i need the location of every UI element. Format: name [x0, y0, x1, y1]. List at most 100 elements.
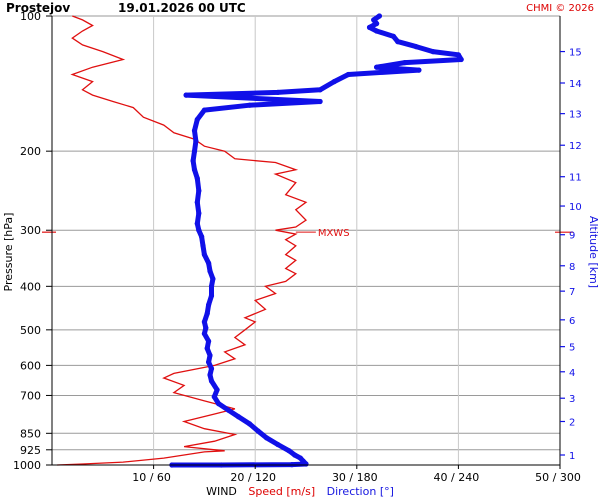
pressure-tick-label: 100	[20, 10, 41, 23]
x-axis-direction-label: Direction [°]	[327, 485, 394, 498]
direction-point	[225, 407, 231, 413]
direction-point	[194, 199, 200, 205]
direction-point	[203, 325, 209, 331]
direction-point	[374, 64, 380, 70]
direction-point	[206, 359, 212, 365]
direction-series	[169, 13, 464, 468]
direction-point	[201, 107, 207, 113]
wind-tick-label: 50 / 300	[535, 471, 581, 484]
altitude-tick-label: 2	[569, 417, 575, 428]
direction-point	[208, 283, 215, 289]
wind-tick-label: 40 / 240	[434, 471, 480, 484]
direction-point	[255, 428, 261, 434]
direction-point	[199, 234, 205, 240]
direction-point	[206, 260, 212, 266]
direction-point	[193, 138, 199, 144]
direction-point	[201, 331, 207, 337]
direction-point	[206, 338, 212, 344]
direction-point	[376, 13, 382, 19]
direction-point	[455, 52, 461, 58]
altitude-tick-label: 13	[569, 110, 582, 121]
grid-layer	[52, 15, 561, 466]
direction-point	[317, 87, 323, 93]
direction-point	[196, 210, 202, 216]
altitude-tick-label: 7	[569, 287, 575, 298]
direction-point	[183, 92, 189, 98]
direction-point	[275, 89, 281, 95]
x-axis-legend: WIND Speed [m/s] Direction [°]	[206, 485, 394, 498]
wind-tick-label: 10 / 60	[132, 471, 171, 484]
altitude-tick-label: 14	[569, 79, 582, 90]
direction-point	[371, 17, 377, 23]
pressure-tick-label: 1000	[13, 459, 41, 472]
credit-label: CHMI © 2026	[526, 3, 594, 14]
direction-point	[206, 302, 212, 308]
direction-point	[194, 116, 200, 123]
direction-point	[292, 452, 298, 458]
direction-point	[208, 293, 215, 299]
direction-point	[207, 352, 213, 358]
direction-point	[458, 56, 464, 63]
datetime-label: 19.01.2026 00 UTC	[118, 1, 246, 15]
altitude-tick-label: 3	[569, 394, 575, 405]
altitude-tick-label: 4	[569, 368, 575, 379]
direction-point	[413, 44, 419, 50]
pressure-tick-label: 700	[20, 389, 41, 402]
wind-tick-label: 30 / 180	[332, 471, 378, 484]
direction-point	[263, 435, 270, 441]
direction-point	[196, 227, 202, 233]
altitude-tick-label: 1	[569, 451, 575, 462]
direction-point	[247, 102, 253, 108]
direction-point	[366, 24, 373, 30]
direction-point	[191, 128, 198, 134]
pressure-tick-label: 300	[20, 224, 41, 237]
direction-point	[215, 401, 222, 407]
altitude-tick-label: 11	[569, 173, 582, 184]
altitude-tick-label: 15	[569, 48, 582, 59]
direction-point	[395, 39, 401, 45]
direction-point	[317, 98, 323, 105]
direction-point	[297, 455, 303, 461]
speed-series: MXWS	[42, 15, 573, 466]
direction-point	[374, 28, 380, 34]
direction-point	[247, 421, 253, 427]
x-axis-speed-label: Speed [m/s]	[248, 485, 315, 498]
pressure-tick-label: 400	[20, 280, 41, 293]
direction-point	[191, 148, 198, 154]
pressure-tick-label: 200	[20, 145, 41, 158]
direction-point	[204, 345, 210, 351]
direction-point	[345, 71, 351, 78]
pressure-tick-label: 600	[20, 359, 41, 372]
direction-point	[201, 252, 207, 258]
altitude-tick-label: 12	[569, 141, 582, 152]
altitude-tick-label: 6	[569, 316, 575, 327]
direction-point	[194, 175, 200, 181]
direction-point	[416, 67, 422, 73]
direction-point	[331, 79, 337, 85]
altitude-tick-label: 10	[569, 202, 582, 213]
direction-point	[235, 414, 241, 420]
pressure-tick-label: 500	[20, 324, 41, 337]
speed-line	[57, 15, 308, 466]
direction-point	[214, 387, 220, 393]
pressure-tick-label: 925	[20, 444, 41, 457]
direction-point	[204, 311, 210, 317]
altitude-tick-label: 9	[569, 231, 575, 242]
direction-point	[190, 158, 196, 164]
direction-point	[207, 268, 213, 274]
direction-point	[374, 21, 380, 27]
altitude-tick-label: 5	[569, 343, 575, 354]
x-axis-prefix: WIND	[206, 485, 237, 498]
direction-point	[201, 319, 207, 325]
direction-point	[210, 276, 216, 282]
direction-point	[191, 167, 198, 173]
direction-point	[207, 372, 213, 378]
direction-point	[275, 441, 281, 448]
altitude-tick-label: 8	[569, 262, 575, 273]
direction-point	[194, 221, 200, 227]
direction-point	[211, 394, 217, 400]
direction-point	[402, 60, 408, 66]
direction-point	[286, 448, 292, 454]
